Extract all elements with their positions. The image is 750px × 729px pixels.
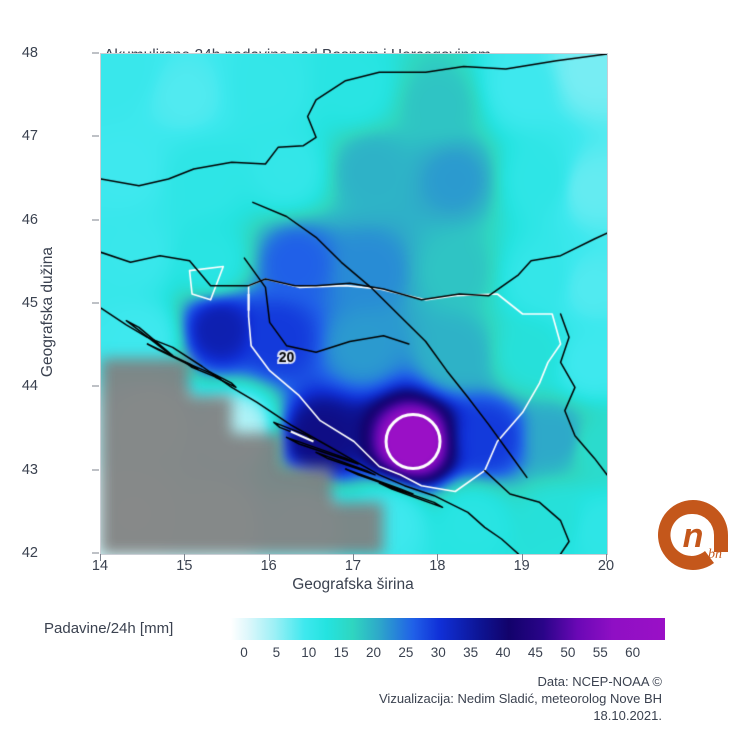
colorbar-tick-10: 10 [301,645,317,660]
credits-author: Vizualizacija: Nedim Sladić, meteorolog … [379,691,662,706]
y-tick-mark-43 [92,469,99,471]
colorbar-tick-20: 20 [365,645,382,660]
y-tick-label-45: 45 [21,295,38,311]
colorbar-tick-5: 5 [272,645,281,660]
colorbar-tick-25: 25 [398,645,414,660]
y-tick-mark-47 [92,135,99,137]
map-plot-area [100,53,608,555]
colorbar-tick-15: 15 [333,645,349,660]
x-tick-mark-15 [184,554,186,561]
logo-ring-icon [658,500,728,570]
colorbar-tick-45: 45 [527,645,543,660]
y-tick-label-44: 44 [21,378,38,395]
nova-bh-logo: n bh [658,500,728,570]
y-tick-label-43: 43 [21,461,38,478]
y-tick-mark-45 [92,302,99,304]
credits-data-source: Data: NCEP-NOAA © [537,674,662,689]
x-tick-mark-19 [521,554,523,561]
y-tick-mark-48 [92,52,99,54]
x-tick-label-16: 16 [260,558,277,574]
x-tick-label-15: 15 [176,558,193,574]
x-tick-mark-17 [353,554,354,561]
colorbar-tick-0: 0 [240,645,248,660]
colorbar-tick-35: 35 [463,645,479,660]
y-axis-label: Geografska dužina [39,246,56,378]
y-tick-label-47: 47 [21,128,38,145]
x-tick-mark-16 [268,554,270,561]
credits-block: Data: NCEP-NOAA © Vizualizacija: Nedim S… [379,673,662,724]
x-tick-mark-20 [606,554,607,561]
x-tick-label-19: 19 [513,558,530,574]
colorbar-tick-50: 50 [560,645,576,660]
y-tick-mark-44 [92,385,99,387]
colorbar-tick-30: 30 [430,645,446,660]
credits-date: 18.10.2021. [593,708,662,723]
x-tick-label-18: 18 [429,558,446,574]
logo-suffix-bh: bh [708,547,722,562]
colorbar-tick-55: 55 [592,645,608,660]
x-tick-mark-14 [100,554,101,561]
x-axis-label: Geografska širina [292,576,414,593]
colorbar-tick-40: 40 [495,645,511,660]
logo-letter-n: n [683,517,704,555]
y-tick-label-46: 46 [21,211,38,228]
x-tick-label-17: 17 [344,558,362,574]
colorbar-gradient [231,618,665,640]
x-tick-mark-18 [437,554,439,561]
x-tick-label-20: 20 [597,558,615,574]
precipitation-heatmap-canvas [101,54,607,554]
y-tick-mark-42 [92,552,99,554]
colorbar-label: Padavine/24h [mm] [44,620,174,637]
y-tick-label-48: 48 [21,45,38,61]
colorbar-tick-60: 60 [625,645,641,660]
y-tick-mark-46 [92,219,99,221]
y-tick-label-42: 42 [21,545,38,561]
x-tick-label-14: 14 [91,558,109,574]
